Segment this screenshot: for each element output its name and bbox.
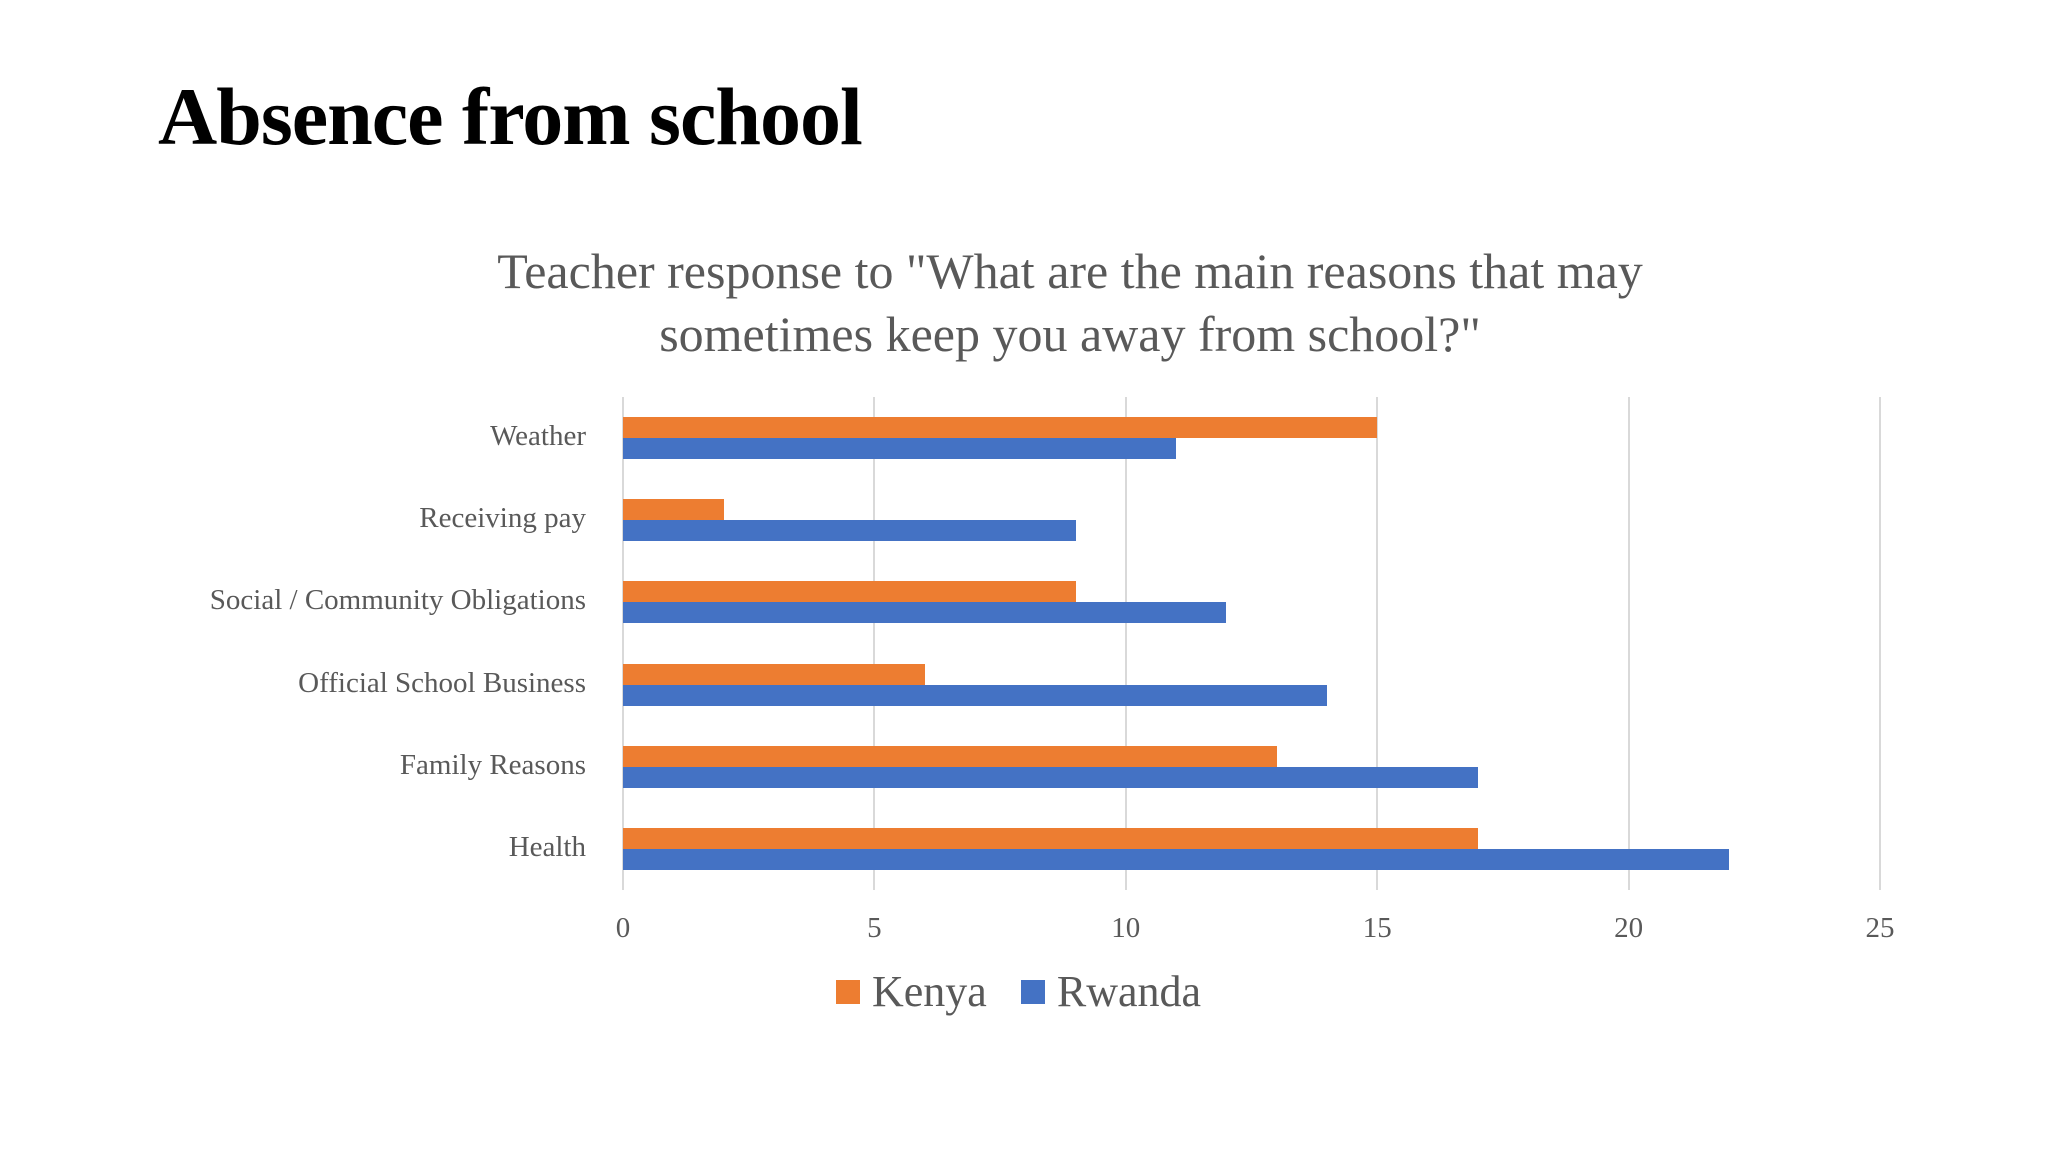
x-tick-label: 20 [1614, 912, 1644, 944]
bar-kenya [623, 745, 1277, 767]
bar-kenya [623, 663, 925, 685]
x-tick-label: 5 [867, 912, 882, 944]
legend: Kenya Rwanda [836, 966, 1235, 1017]
bar-kenya [623, 827, 1478, 849]
bar-kenya [623, 417, 1378, 439]
bar-rwanda [623, 766, 1478, 788]
legend-item-rwanda: Rwanda [1020, 966, 1202, 1017]
category-label: Official School Business [298, 666, 586, 699]
gridline [1124, 397, 1127, 890]
plot-area [622, 397, 1881, 890]
legend-swatch-icon [836, 979, 860, 1004]
gridline [873, 397, 876, 890]
legend-item-kenya: Kenya [836, 966, 987, 1017]
category-label: Weather [490, 420, 586, 453]
x-tick-label: 10 [1111, 912, 1141, 944]
chart-title-line-2: sometimes keep you away from school?" [659, 306, 1481, 362]
category-label: Family Reasons [399, 748, 586, 781]
chart-title: Teacher response to "What are the main r… [300, 240, 1840, 366]
bar-kenya [623, 581, 1076, 603]
gridline [1879, 397, 1881, 890]
category-label: Receiving pay [419, 502, 586, 535]
gridline [1627, 397, 1630, 890]
bar-rwanda [623, 848, 1730, 870]
legend-label: Kenya [872, 967, 987, 1016]
gridline [1376, 397, 1379, 890]
legend-swatch-icon [1020, 979, 1045, 1004]
category-label: Health [508, 830, 586, 863]
chart-title-line-1: Teacher response to "What are the main r… [497, 243, 1643, 299]
slide-title: Absence from school [158, 71, 863, 162]
bar-kenya [623, 499, 724, 521]
bar-rwanda [623, 438, 1177, 460]
x-tick-label: 15 [1362, 912, 1392, 944]
legend-label: Rwanda [1056, 967, 1202, 1016]
x-tick-label: 0 [615, 912, 631, 944]
gridline [622, 397, 624, 890]
category-label: Social / Community Obligations [209, 584, 586, 617]
bar-rwanda [623, 602, 1227, 624]
bar-rwanda [623, 520, 1076, 542]
bar-rwanda [623, 684, 1327, 706]
x-tick-label: 25 [1865, 912, 1895, 944]
